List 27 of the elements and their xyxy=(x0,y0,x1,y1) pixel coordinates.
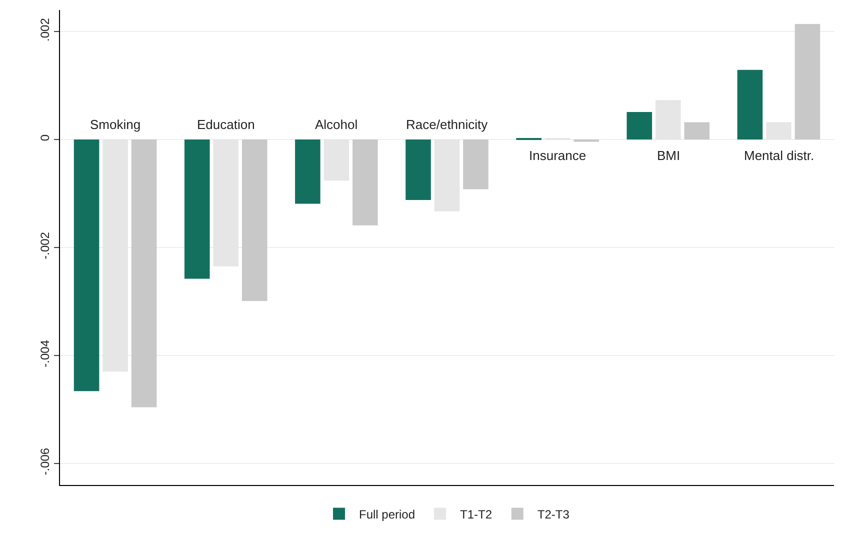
y-tick-label: -.004 xyxy=(38,340,52,368)
bar xyxy=(794,24,820,140)
bar xyxy=(463,140,488,190)
y-tick-label: -.002 xyxy=(38,232,52,260)
bar xyxy=(242,140,268,301)
bar xyxy=(295,140,320,204)
bar xyxy=(74,140,100,392)
x-tick-label: Insurance xyxy=(529,148,586,163)
y-tick-label: .002 xyxy=(38,18,52,42)
x-tick-label: Race/ethnicity xyxy=(406,117,488,132)
legend-label: T1-T2 xyxy=(460,507,492,522)
bar xyxy=(131,140,157,408)
x-tick-label: Mental distr. xyxy=(744,148,814,163)
y-tick-label: -.006 xyxy=(38,448,52,476)
bar xyxy=(626,112,652,140)
bar xyxy=(737,70,763,140)
legend-label: Full period xyxy=(359,507,416,522)
bar xyxy=(184,140,210,279)
x-tick-label: BMI xyxy=(657,148,680,163)
bar xyxy=(352,140,378,226)
legend-label: T2-T3 xyxy=(537,507,570,522)
x-tick-label: Smoking xyxy=(90,117,141,132)
bar xyxy=(684,122,710,140)
y-tick-label: 0 xyxy=(38,134,52,142)
bar xyxy=(406,140,431,200)
x-tick-label: Education xyxy=(197,117,255,132)
x-tick-label: Alcohol xyxy=(315,117,358,132)
